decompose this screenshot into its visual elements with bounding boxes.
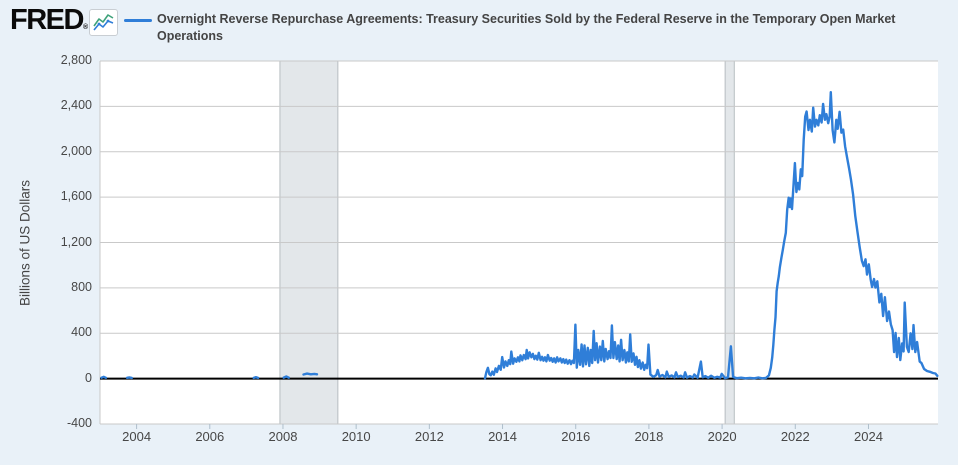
registered-trademark: ® xyxy=(82,24,89,31)
data-line-segment xyxy=(282,375,290,379)
y-tick-label: -400 xyxy=(66,416,92,430)
data-line-segment xyxy=(252,376,260,380)
y-tick-label: 2,400 xyxy=(60,98,92,113)
y-tick-label: 400 xyxy=(71,325,92,340)
chart-header: FRED® Overnight Reverse Repurchase Agree… xyxy=(0,0,958,56)
y-tick-label: 800 xyxy=(71,279,92,294)
x-tick-label: 2022 xyxy=(780,429,810,444)
x-tick-label: 2016 xyxy=(561,429,591,444)
x-tick-label: 2006 xyxy=(195,429,225,444)
data-line-segment xyxy=(125,376,134,380)
x-tick-label: 2020 xyxy=(707,429,737,444)
y-tick-label: 1,600 xyxy=(60,189,92,204)
y-tick-label: 0 xyxy=(85,370,92,385)
x-tick-label: 2012 xyxy=(414,429,444,444)
x-tick-label: 2014 xyxy=(488,429,517,444)
x-tick-label: 2024 xyxy=(854,429,883,444)
x-tick-label: 2018 xyxy=(634,429,664,444)
y-tick-label: 1,200 xyxy=(60,234,92,249)
data-line-segment xyxy=(100,375,108,379)
fred-logo[interactable]: FRED® xyxy=(10,4,88,37)
x-tick-label: 2004 xyxy=(122,429,152,444)
data-line-segment xyxy=(302,372,319,376)
chart-title: Overnight Reverse Repurchase Agreements:… xyxy=(157,12,896,43)
y-tick-label: 2,000 xyxy=(60,143,92,158)
series-legend-line xyxy=(124,19,152,22)
data-line[interactable] xyxy=(483,90,939,380)
fred-logo-text: FRED xyxy=(10,4,84,36)
x-tick-label: 2010 xyxy=(341,429,371,444)
sparkline-icon-svg xyxy=(93,14,114,31)
x-tick-label: 2008 xyxy=(268,429,298,444)
y-tick-label: 2,800 xyxy=(60,53,92,67)
fred-sparkline-icon xyxy=(89,9,118,36)
